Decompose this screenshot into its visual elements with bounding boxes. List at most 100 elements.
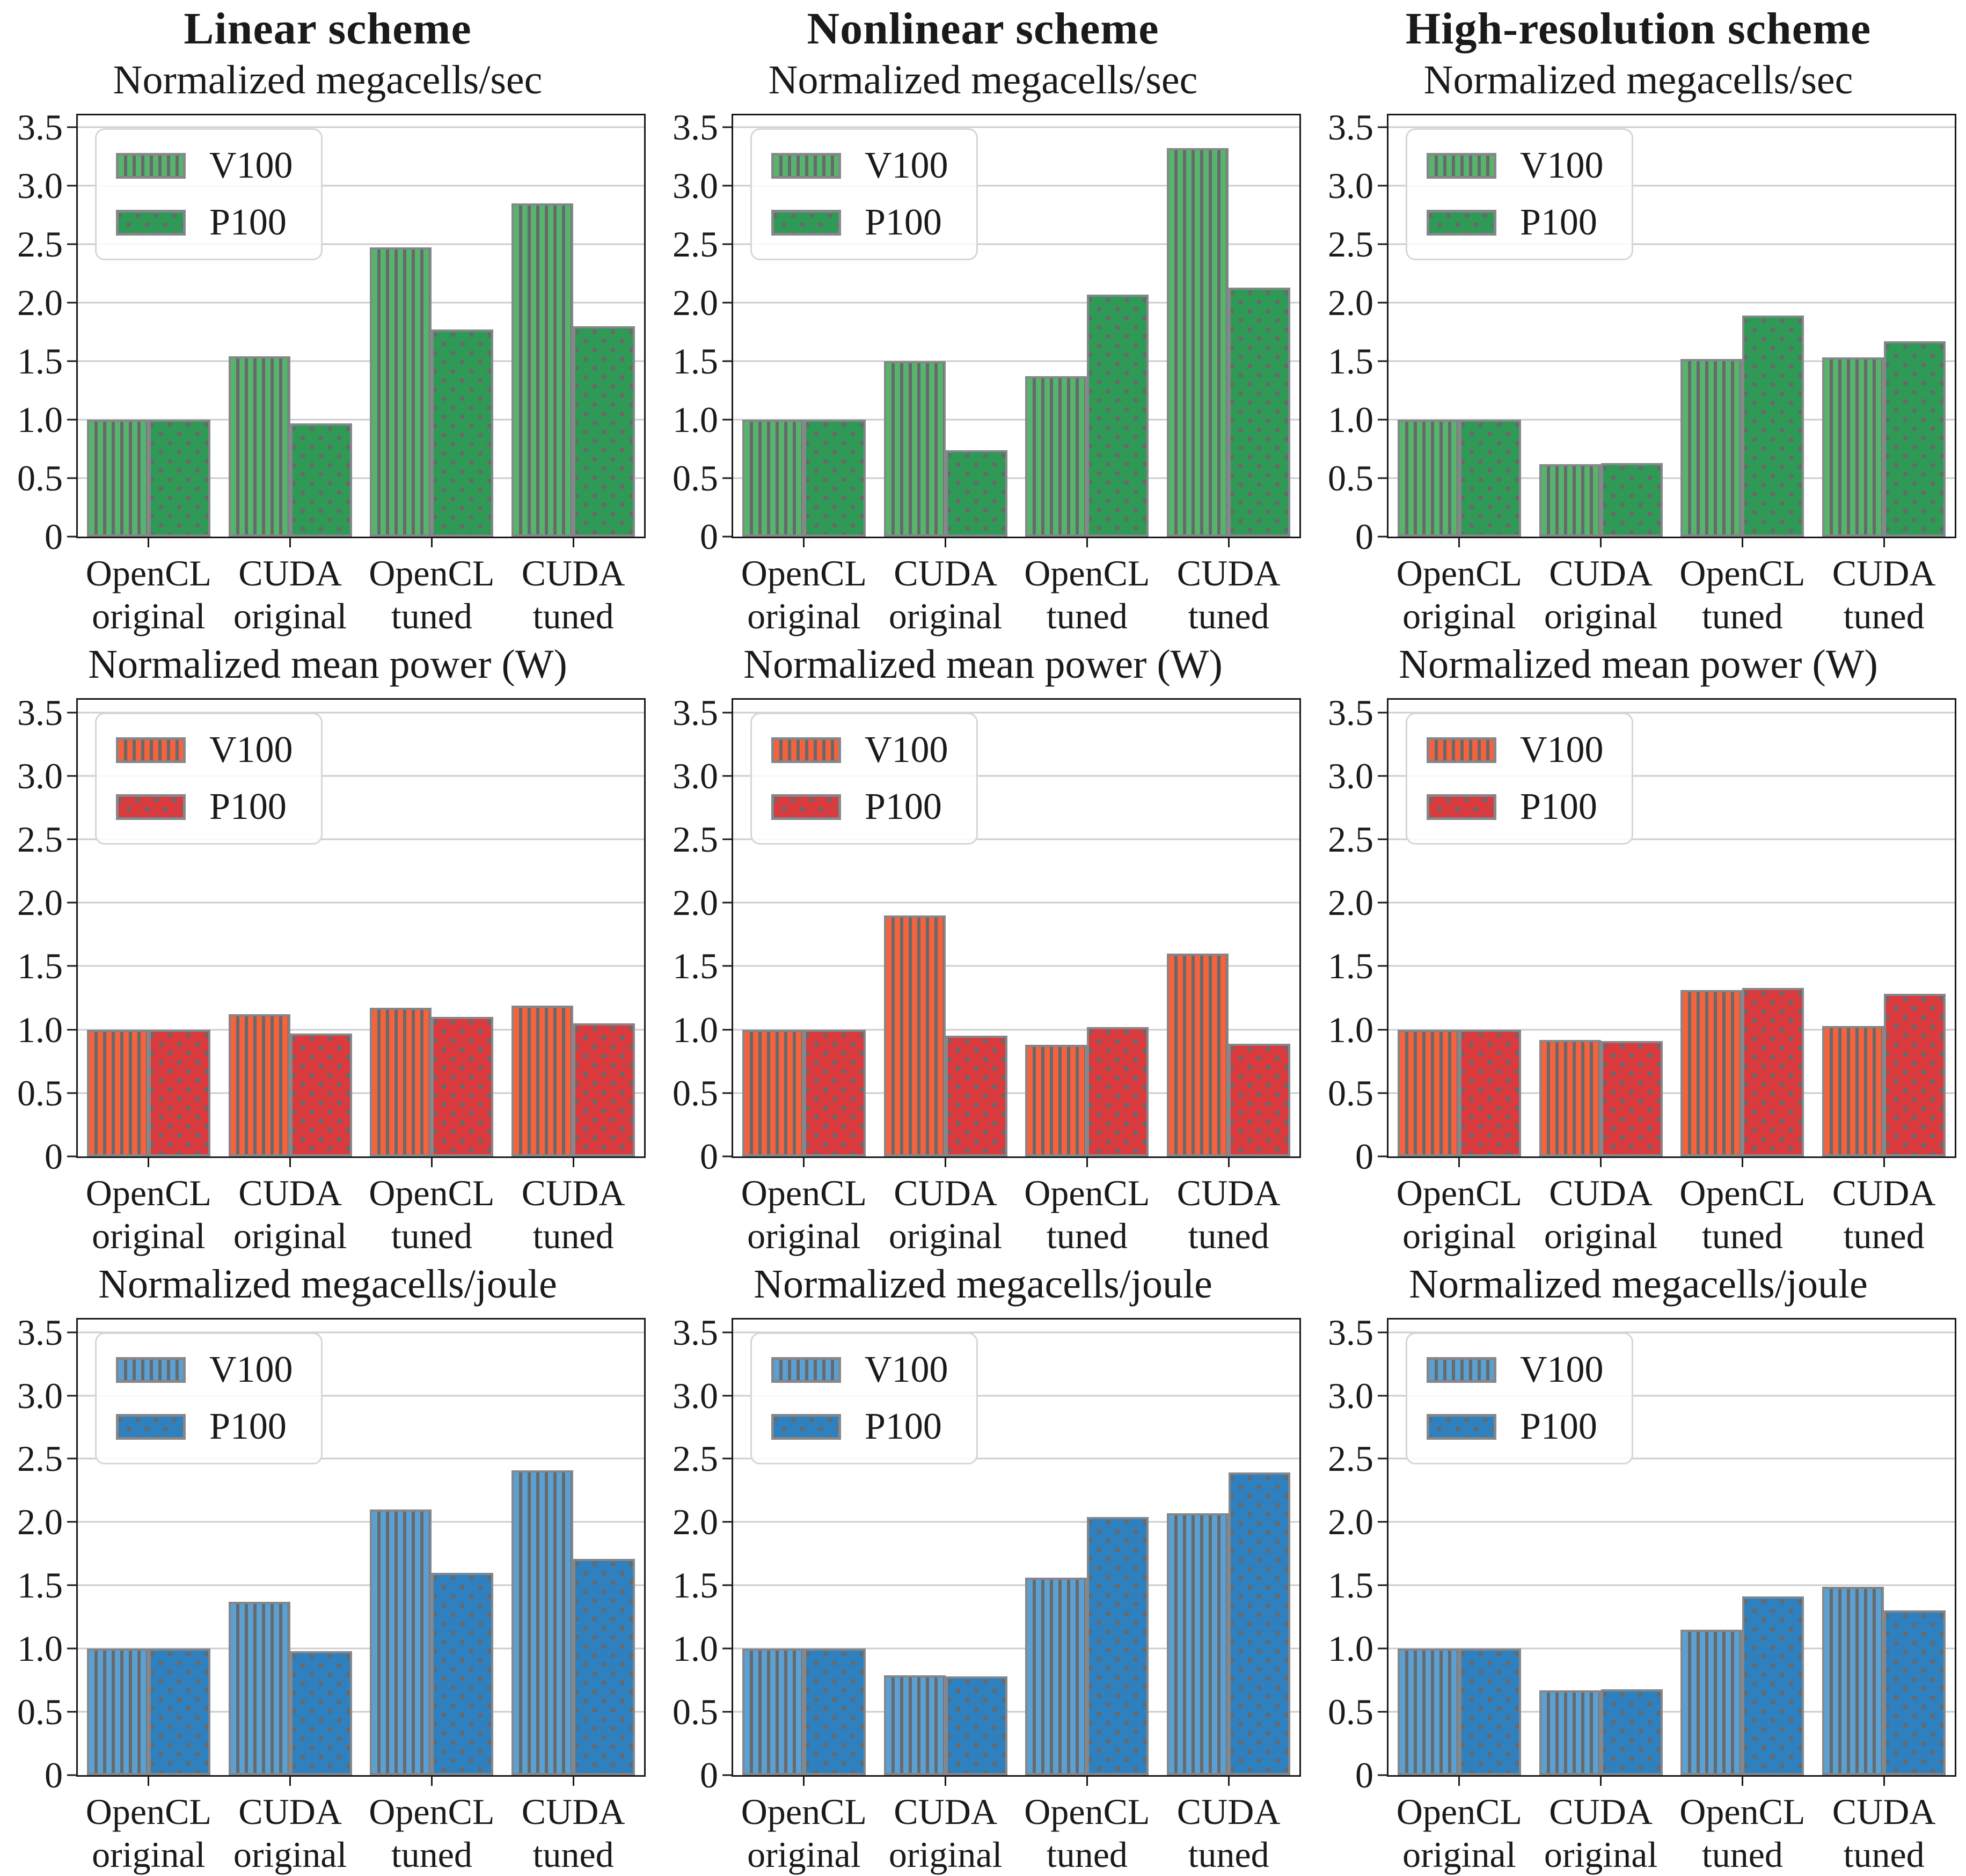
x-tick-label: CUDA original (220, 552, 361, 637)
x-tick-label-line: original (888, 1215, 1003, 1257)
x-tick-label-line: tuned (1843, 1834, 1925, 1875)
x-tick-label: CUDA tuned (502, 552, 644, 637)
x-tick-label-line: OpenCL (1024, 553, 1150, 593)
chart-subtitle: Normalized megacells/sec (768, 57, 1198, 102)
legend-swatch-v100 (771, 153, 841, 179)
y-tick-label: 0 (700, 1136, 718, 1177)
x-tick-mark (1227, 1158, 1230, 1167)
legend-label: P100 (865, 786, 942, 827)
x-tick-label-line: OpenCL (369, 553, 495, 593)
x-tick-label-line: OpenCL (1679, 553, 1806, 593)
y-tick-label: 2.0 (17, 1501, 63, 1543)
x-tick-label: OpenCL tuned (361, 1790, 503, 1876)
y-tick-label: 3.5 (17, 1311, 63, 1353)
bar-v100 (511, 203, 574, 537)
grid-line (1388, 1711, 1955, 1713)
x-tick-label-line: tuned (532, 1215, 614, 1257)
y-tick-mark (67, 1774, 76, 1776)
grid-line (733, 1092, 1299, 1094)
legend-entry: V100 (116, 731, 293, 769)
grid-line (733, 838, 1299, 840)
y-tick-mark (722, 712, 732, 714)
legend-swatch-v100 (116, 737, 186, 763)
grid-line (1388, 185, 1955, 187)
x-tick-labels: OpenCL original CUDA original OpenCL tuned CUD… (733, 552, 1299, 637)
legend-label: P100 (1520, 202, 1597, 243)
y-tick-label: 1.0 (673, 399, 718, 440)
chart-subtitle: Normalized mean power (W) (743, 642, 1223, 687)
legend-entry: P100 (116, 1408, 293, 1446)
y-tick-label: 3.5 (673, 106, 718, 148)
y-tick-label: 2.0 (17, 882, 63, 924)
x-tick-label-line: original (233, 596, 347, 637)
y-tick-mark (67, 1155, 76, 1157)
grid-line (733, 1395, 1299, 1396)
x-tick-labels: OpenCL original CUDA original OpenCL tuned CUD… (1388, 1790, 1955, 1876)
grid-line (1388, 902, 1955, 904)
y-tick-mark (722, 965, 732, 967)
x-tick-label-line: tuned (1188, 1215, 1269, 1257)
bar-p100 (803, 419, 866, 537)
bar-p100 (803, 1029, 866, 1156)
y-tick-mark (67, 775, 76, 777)
grid-line (78, 185, 644, 187)
y-tick-label: 0.5 (1328, 457, 1373, 499)
x-tick-mark (148, 1777, 150, 1786)
x-tick-mark (430, 538, 433, 547)
x-tick-mark (1883, 538, 1885, 547)
x-tick-label-line: original (1544, 1834, 1658, 1875)
x-tick-mark (945, 1777, 947, 1786)
grid-line (1388, 1647, 1955, 1650)
y-tick-mark (1378, 185, 1387, 187)
grid-line (1388, 1584, 1955, 1586)
grid-line (1388, 419, 1955, 421)
x-tick-label-line: tuned (1843, 1215, 1925, 1257)
y-tick-mark (1378, 838, 1387, 840)
bar-p100 (1600, 1689, 1663, 1775)
y-tick-mark (67, 1457, 76, 1460)
grid-line (78, 1395, 644, 1396)
legend-entry: V100 (771, 147, 948, 185)
plot-wrap: 0 0.5 1.0 1.5 2.0 2.5 3.0 3.5 OpenCL original CUDA… (673, 109, 1301, 636)
x-tick-labels: OpenCL original CUDA original OpenCL tuned CUD… (1388, 552, 1955, 637)
grid-line (733, 1584, 1299, 1586)
grid-line (78, 965, 644, 967)
bar-v100 (370, 247, 432, 537)
y-tick-mark (1378, 360, 1387, 362)
x-tick-label: CUDA original (220, 1171, 361, 1257)
chart-cell: Normalized mean power (W) 0 0.5 1.0 1.5 2.0 2.… (1311, 620, 1966, 1256)
plot-area: 0 0.5 1.0 1.5 2.0 2.5 3.0 3.5 OpenCL original CUDA… (673, 1314, 1301, 1875)
bar-v100 (1167, 148, 1229, 537)
x-tick-label: CUDA tuned (1813, 1790, 1955, 1876)
legend-swatch-p100 (1427, 210, 1496, 236)
legend-swatch-p100 (771, 210, 841, 236)
bar-p100 (148, 419, 210, 537)
bar-p100 (148, 1029, 210, 1156)
y-tick-mark (1378, 1457, 1387, 1460)
y-tick-label: 0 (1355, 1136, 1373, 1177)
chart-column-title: Linear scheme (184, 4, 472, 54)
y-tick-mark (722, 1457, 732, 1460)
x-tick-label: OpenCL original (733, 552, 875, 637)
bar-v100 (1397, 419, 1459, 537)
bar-p100 (573, 1558, 635, 1775)
y-tick-label: 1.0 (673, 1628, 718, 1669)
legend-entry: V100 (1427, 1351, 1604, 1389)
x-tick-label-line: CUDA (1832, 1791, 1936, 1832)
x-tick-mark (572, 538, 574, 547)
plot-area: 0 0.5 1.0 1.5 2.0 2.5 3.0 3.5 OpenCL original CUDA… (1328, 1314, 1956, 1875)
bar-v100 (883, 361, 946, 537)
plot-wrap: 0 0.5 1.0 1.5 2.0 2.5 3.0 3.5 OpenCL original CUDA… (17, 1314, 646, 1875)
grid-line (733, 1521, 1299, 1523)
legend-label: V100 (209, 729, 293, 771)
grid-line (78, 1029, 644, 1031)
legend-label: V100 (209, 145, 293, 186)
y-tick-mark (722, 838, 732, 840)
legend: V100 P100 (95, 713, 323, 845)
x-tick-label-line: OpenCL (85, 1172, 211, 1213)
x-tick-label-line: CUDA (1176, 1172, 1281, 1213)
legend: V100 P100 (750, 1332, 978, 1464)
y-tick-label: 0.5 (673, 1072, 718, 1113)
legend-entry: V100 (771, 731, 948, 769)
grid-line (78, 1711, 644, 1713)
